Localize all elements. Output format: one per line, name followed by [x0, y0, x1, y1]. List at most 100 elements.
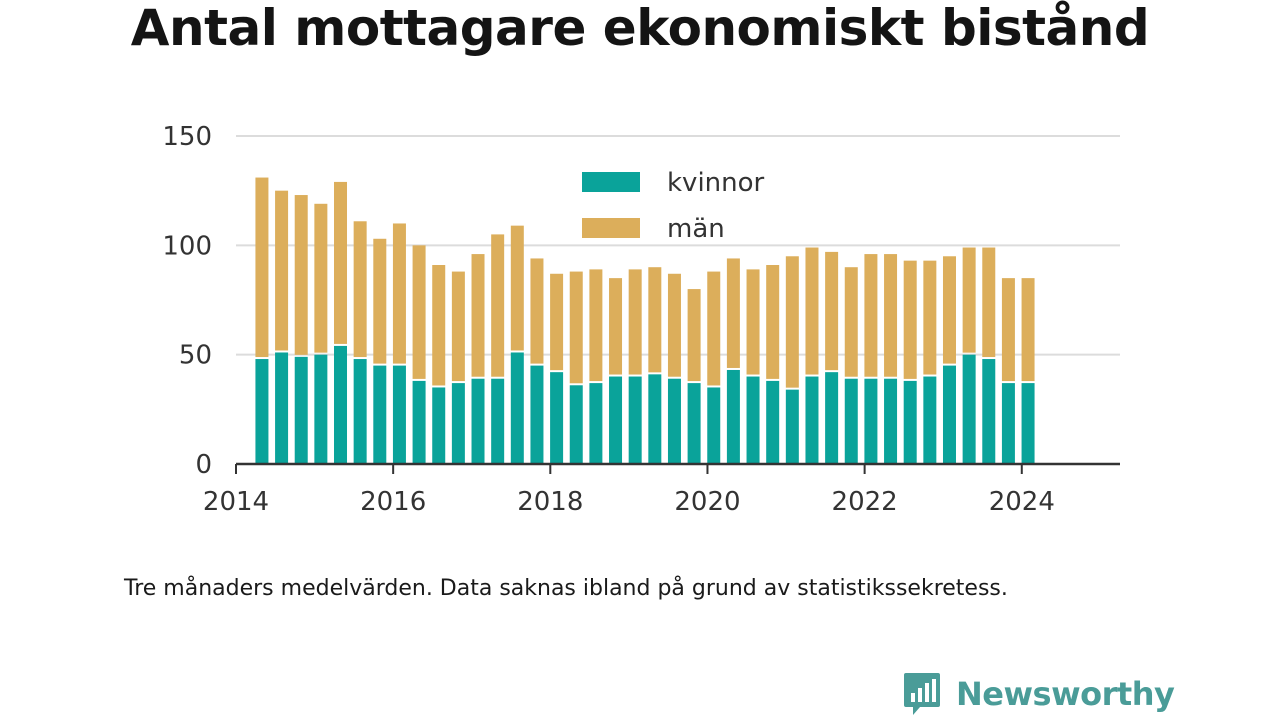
x-tick-label: 2018 — [517, 487, 583, 517]
bar-man — [255, 177, 269, 358]
bar-man — [746, 269, 760, 375]
bar-man — [942, 256, 956, 364]
bars — [255, 177, 1035, 464]
bar-kvinnor — [707, 387, 721, 464]
bar-man — [353, 221, 367, 358]
bar-kvinnor — [392, 365, 406, 464]
x-tick-label: 2020 — [674, 487, 740, 517]
bar-kvinnor — [982, 359, 996, 464]
bar-kvinnor — [1021, 383, 1035, 464]
bar-kvinnor — [353, 359, 367, 464]
bar-kvinnor — [903, 380, 917, 464]
y-axis: 0 50 100 150 — [162, 122, 212, 480]
bar-man — [844, 267, 858, 377]
x-axis: 2014 2016 2018 2020 2022 2024 — [203, 462, 1120, 517]
bar-kvinnor — [844, 378, 858, 464]
bar-kvinnor — [628, 376, 642, 464]
bar-kvinnor — [667, 378, 681, 464]
bar-kvinnor — [962, 354, 976, 464]
bar-man — [923, 260, 937, 375]
bar-kvinnor — [923, 376, 937, 464]
legend-label: kvinnor — [667, 168, 765, 198]
bar-man — [609, 278, 623, 375]
bar-man — [294, 195, 308, 355]
bar-man — [412, 245, 426, 379]
newsworthy-logo-icon — [904, 673, 940, 715]
bar-man — [628, 269, 642, 375]
y-tick-label: 150 — [162, 122, 212, 152]
bar-kvinnor — [373, 365, 387, 464]
bar-man — [491, 234, 505, 377]
x-tick-label: 2016 — [360, 487, 426, 517]
bar-kvinnor — [825, 372, 839, 464]
bar-man — [825, 251, 839, 371]
chart-note: Tre månaders medelvärden. Data saknas ib… — [124, 576, 1008, 601]
bar-kvinnor — [550, 372, 564, 464]
bar-man — [707, 271, 721, 386]
bar-kvinnor — [687, 383, 701, 464]
legend-swatch — [582, 172, 640, 192]
bar-kvinnor — [432, 387, 446, 464]
bar-man — [864, 254, 878, 377]
bar-man — [471, 254, 485, 377]
bar-man — [334, 181, 348, 344]
bar-kvinnor — [451, 383, 465, 464]
bar-kvinnor — [785, 389, 799, 464]
bar-kvinnor — [726, 369, 740, 464]
bar-kvinnor — [412, 380, 426, 464]
bar-kvinnor — [1001, 383, 1015, 464]
bar-man — [589, 269, 603, 382]
bar-kvinnor — [314, 354, 328, 464]
bar-man — [373, 238, 387, 364]
bar-man — [785, 256, 799, 388]
bar-kvinnor — [746, 376, 760, 464]
bar-man — [530, 258, 544, 364]
bar-kvinnor — [530, 365, 544, 464]
x-tick-label: 2024 — [989, 487, 1055, 517]
brand-name: Newsworthy — [956, 675, 1175, 713]
bar-man — [982, 247, 996, 358]
bar-man — [687, 289, 701, 382]
y-tick-label: 100 — [162, 231, 212, 261]
y-tick-label: 0 — [195, 450, 212, 480]
bar-man — [884, 254, 898, 377]
bar-kvinnor — [589, 383, 603, 464]
bar-kvinnor — [275, 352, 289, 464]
bar-man — [451, 271, 465, 382]
bar-man — [1001, 278, 1015, 382]
x-tick-label: 2022 — [832, 487, 898, 517]
bar-man — [667, 273, 681, 377]
bar-kvinnor — [255, 359, 269, 464]
bar-kvinnor — [864, 378, 878, 464]
bar-kvinnor — [510, 352, 524, 464]
bar-man — [569, 271, 583, 384]
bar-kvinnor — [884, 378, 898, 464]
bar-man — [432, 265, 446, 386]
bar-kvinnor — [334, 345, 348, 464]
bar-kvinnor — [471, 378, 485, 464]
y-tick-label: 50 — [179, 341, 212, 371]
bar-man — [903, 260, 917, 379]
bar-man — [275, 190, 289, 351]
bar-kvinnor — [805, 376, 819, 464]
bar-man — [805, 247, 819, 375]
bar-man — [962, 247, 976, 353]
bar-man — [726, 258, 740, 368]
bar-kvinnor — [491, 378, 505, 464]
bar-kvinnor — [942, 365, 956, 464]
bar-man — [314, 203, 328, 353]
x-tick-label: 2014 — [203, 487, 269, 517]
bar-man — [766, 265, 780, 379]
bar-kvinnor — [766, 380, 780, 464]
bar-man — [1021, 278, 1035, 382]
brand-logo[interactable]: Newsworthy — [902, 670, 1175, 718]
bar-kvinnor — [569, 385, 583, 464]
bar-man — [392, 223, 406, 364]
bar-man — [648, 267, 662, 373]
bar-kvinnor — [609, 376, 623, 464]
chart-title: Antal mottagare ekonomiskt bistånd — [130, 0, 1150, 57]
bar-man — [550, 273, 564, 371]
legend-swatch — [582, 218, 640, 238]
bar-kvinnor — [294, 356, 308, 464]
